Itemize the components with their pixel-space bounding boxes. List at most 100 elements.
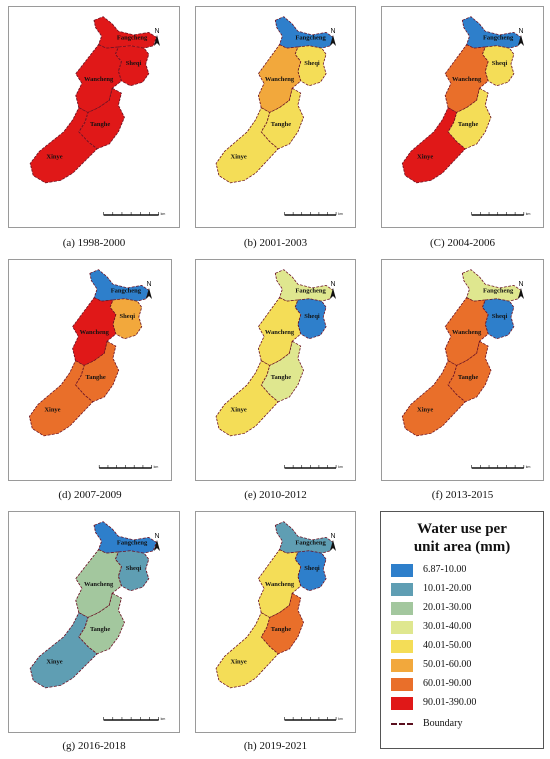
legend-title: Water use per unit area (mm) [381, 520, 543, 556]
legend-label: 50.01-60.00 [423, 659, 472, 670]
region-label-wancheng: Wancheng [265, 76, 295, 83]
region-label-tanghe: Tanghe [271, 121, 291, 128]
panel-caption: (h) 2019-2021 [243, 740, 308, 752]
county-map: Fangcheng Sheqi Wancheng Tanghe Xinye Nkm [215, 521, 343, 721]
region-label-wancheng: Wancheng [265, 581, 295, 588]
county-map: Fangcheng Sheqi Wancheng Tanghe Xinye Nkm [29, 16, 166, 216]
north-label: N [154, 28, 159, 35]
region-fangcheng [274, 521, 334, 554]
north-label: N [330, 28, 335, 35]
region-fangcheng [93, 521, 157, 554]
region-label-fangcheng: Fangcheng [483, 288, 514, 295]
county-map: Fangcheng Sheqi Wancheng Tanghe Xinye Nkm [28, 269, 159, 469]
north-arrow-icon [518, 288, 524, 299]
region-label-sheqi: Sheqi [126, 60, 142, 67]
region-xinye [401, 360, 466, 437]
legend-title-line1: Water use per [417, 521, 507, 537]
legend-label: 30.01-40.00 [423, 621, 472, 632]
scale-bar: km [284, 717, 343, 721]
region-label-xinye: Xinye [417, 407, 433, 414]
region-label-tanghe: Tanghe [458, 121, 478, 128]
north-arrow-icon [154, 540, 160, 551]
county-map: Fangcheng Sheqi Wancheng Tanghe Xinye Nkm [401, 269, 531, 469]
svg-text:km: km [161, 212, 166, 216]
scale-bar: km [103, 212, 166, 216]
legend-label: 6.87-10.00 [423, 564, 467, 575]
county-map: Fangcheng Sheqi Wancheng Tanghe Xinye Nkm [29, 521, 165, 721]
north-arrow-icon [330, 288, 336, 299]
region-fangcheng [274, 16, 334, 49]
region-label-sheqi: Sheqi [126, 565, 142, 572]
region-label-wancheng: Wancheng [80, 329, 110, 336]
scale-bar: km [98, 465, 159, 469]
region-label-xinye: Xinye [46, 154, 62, 161]
panel-caption: (f) 2013-2015 [431, 489, 494, 501]
region-tanghe [78, 87, 125, 150]
region-label-xinye: Xinye [231, 154, 247, 161]
region-label-sheqi: Sheqi [304, 565, 320, 572]
north-label: N [330, 281, 335, 288]
legend-label: 90.01-390.00 [423, 697, 477, 708]
legend-label: 40.01-50.00 [423, 640, 472, 651]
region-xinye [29, 107, 98, 184]
region-label-fangcheng: Fangcheng [295, 35, 326, 42]
region-fangcheng [274, 269, 334, 302]
svg-text:km: km [526, 465, 531, 469]
svg-text:km: km [338, 465, 343, 469]
region-tanghe [78, 592, 125, 655]
north-label: N [518, 281, 523, 288]
scale-bar: km [284, 465, 343, 469]
north-label: N [518, 28, 523, 35]
panel-caption: (C) 2004-2006 [429, 237, 496, 249]
region-label-fangcheng: Fangcheng [117, 35, 148, 42]
north-arrow-icon [518, 35, 524, 46]
legend-swatch [391, 564, 413, 577]
legend: Water use per unit area (mm) 6.87-10.00 1… [380, 511, 544, 749]
region-label-xinye: Xinye [44, 407, 60, 414]
legend-title-line2: unit area (mm) [413, 539, 511, 555]
svg-text:km: km [154, 465, 159, 469]
region-tanghe [260, 592, 304, 655]
svg-text:km: km [338, 212, 343, 216]
region-tanghe [260, 340, 304, 403]
region-label-tanghe: Tanghe [271, 626, 291, 633]
region-label-xinye: Xinye [231, 659, 247, 666]
scale-bar: km [471, 465, 531, 469]
legend-label: 10.01-20.00 [423, 583, 472, 594]
panel-caption: (a) 1998-2000 [62, 237, 126, 249]
region-label-wancheng: Wancheng [84, 76, 114, 83]
north-arrow-icon [154, 35, 160, 46]
region-tanghe [75, 340, 120, 403]
panel-caption: (e) 2010-2012 [244, 489, 307, 501]
region-fangcheng [461, 269, 522, 302]
region-tanghe [447, 87, 492, 150]
region-label-xinye: Xinye [417, 154, 433, 161]
region-xinye [215, 107, 279, 184]
legend-swatch [391, 659, 413, 672]
region-xinye [28, 360, 94, 437]
north-label: N [146, 281, 151, 288]
region-label-wancheng: Wancheng [452, 329, 482, 336]
region-label-sheqi: Sheqi [304, 60, 320, 67]
region-xinye [401, 107, 466, 184]
region-label-fangcheng: Fangcheng [483, 35, 514, 42]
scale-bar: km [471, 212, 531, 216]
region-fangcheng [89, 269, 150, 302]
scale-bar: km [103, 717, 165, 721]
region-label-tanghe: Tanghe [90, 626, 110, 633]
region-label-tanghe: Tanghe [458, 374, 478, 381]
svg-text:km: km [338, 717, 343, 721]
legend-swatch [391, 678, 413, 691]
legend-label: 60.01-90.00 [423, 678, 472, 689]
legend-swatch [391, 697, 413, 710]
region-label-wancheng: Wancheng [265, 329, 295, 336]
legend-swatch [391, 602, 413, 615]
north-arrow-icon [330, 35, 336, 46]
county-map: Fangcheng Sheqi Wancheng Tanghe Xinye Nkm [215, 16, 343, 216]
panel-caption: (d) 2007-2009 [58, 489, 122, 501]
